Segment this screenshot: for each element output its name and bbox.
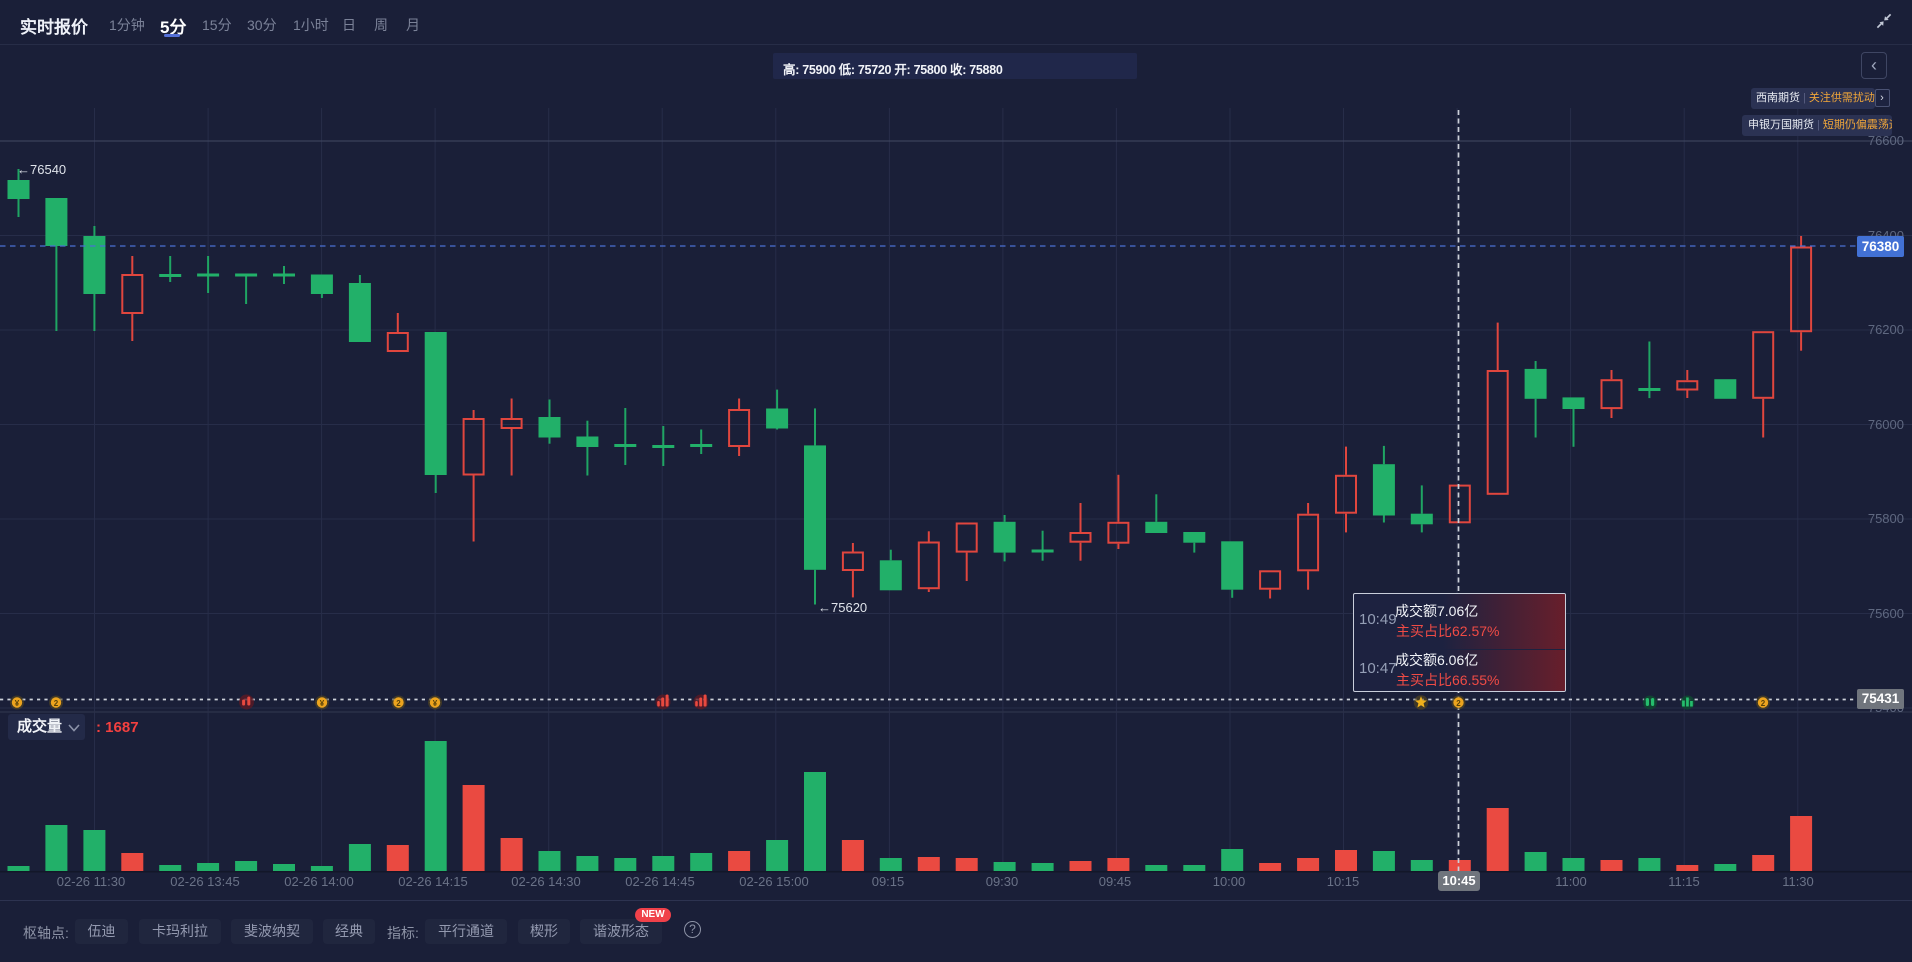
svg-text:¥: ¥ [15, 699, 20, 708]
svg-text:¥: ¥ [433, 699, 438, 708]
svg-text:2: 2 [396, 699, 401, 708]
svg-text:2: 2 [1456, 699, 1461, 708]
svg-text:2: 2 [1761, 699, 1766, 708]
svg-text:¥: ¥ [320, 699, 325, 708]
svg-text:2: 2 [54, 699, 59, 708]
